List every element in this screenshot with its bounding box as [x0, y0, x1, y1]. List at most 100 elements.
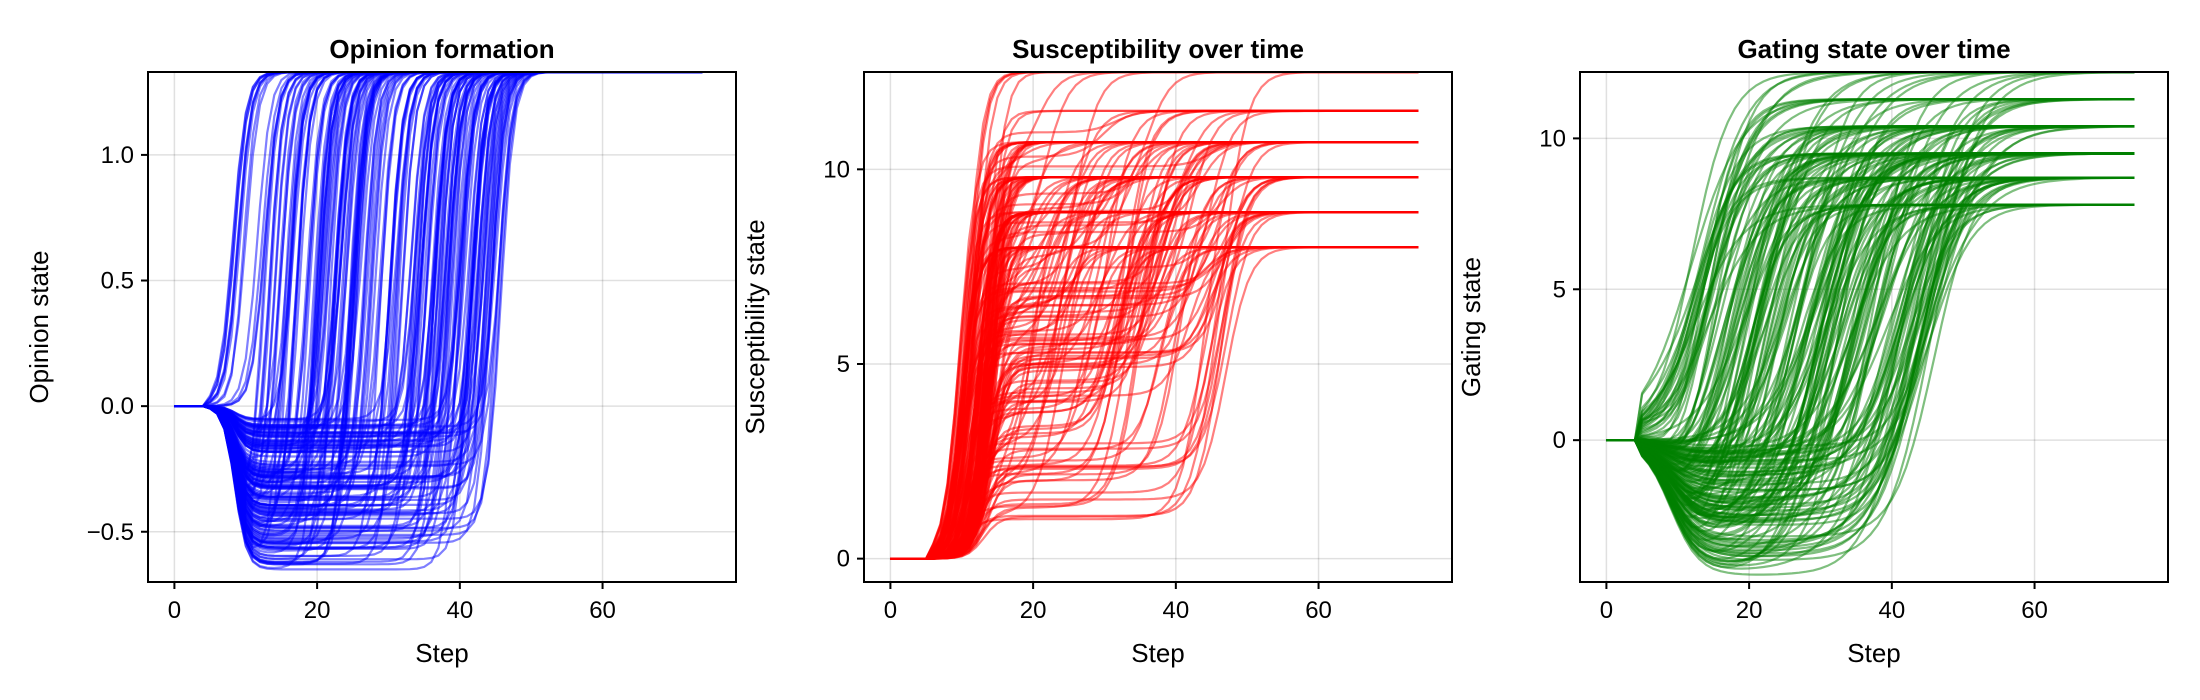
series-line [174, 72, 703, 438]
series-line [174, 72, 703, 450]
series-line [174, 72, 703, 477]
series-line [174, 72, 703, 485]
x-tick-label: 0 [884, 597, 897, 624]
series-line [174, 72, 703, 487]
series-line [1606, 125, 2135, 442]
chart-title: Opinion formation [329, 34, 554, 64]
series-line [174, 72, 703, 408]
x-tick-label: 20 [1020, 597, 1047, 624]
series-line [890, 72, 1419, 560]
x-tick-label: 40 [1162, 597, 1189, 624]
series-line [174, 72, 703, 408]
x-tick-label: 20 [1736, 597, 1763, 624]
y-tick-label: 0.0 [101, 393, 134, 420]
series-line [174, 72, 703, 458]
series-line [174, 72, 703, 545]
y-tick-label: 0 [1553, 427, 1566, 454]
series-line [174, 72, 703, 518]
series-line [174, 72, 703, 515]
series-line [1606, 125, 2135, 561]
chart-title: Susceptibility over time [1012, 34, 1304, 64]
x-axis-label: Step [1131, 638, 1185, 668]
series-line [174, 72, 703, 408]
series-line [174, 72, 703, 428]
series-line [174, 72, 703, 423]
x-axis-label: Step [1847, 638, 1901, 668]
chart-title: Gating state over time [1737, 34, 2010, 64]
series-line [174, 72, 703, 446]
x-tick-label: 60 [1305, 597, 1332, 624]
series-line [174, 72, 703, 547]
x-tick-label: 0 [1600, 597, 1613, 624]
series-line [174, 72, 703, 512]
series-line [174, 72, 703, 570]
y-tick-label: −0.5 [87, 519, 134, 546]
series-line [1606, 152, 2135, 553]
y-axis-label: Gating state [1456, 257, 1486, 397]
x-axis-label: Step [415, 638, 469, 668]
series-line [174, 72, 703, 442]
series-group [890, 72, 1419, 560]
series-line [174, 72, 703, 526]
x-tick-label: 40 [446, 597, 473, 624]
chart-panel-3: 0 20 40 60 0 5 10 Gating state over time Step Gat… [1456, 34, 2169, 668]
plot-frame [863, 71, 1453, 583]
series-line [1606, 176, 2135, 473]
series-line [174, 72, 703, 506]
series-line [174, 72, 703, 408]
x-tick-label: 60 [2021, 597, 2048, 624]
chart-panel-1: 0 20 40 60 −0.5 0.0 0.5 1.0 Opinion formation Ste… [24, 34, 737, 668]
series-line [1606, 203, 2135, 520]
series-line [174, 72, 703, 408]
series-line [174, 72, 703, 504]
series-line [174, 72, 703, 479]
series-line [174, 72, 703, 474]
y-tick-label: 5 [837, 351, 850, 378]
series-line [174, 72, 703, 498]
y-tick-label: 0 [837, 546, 850, 573]
series-line [890, 72, 1419, 560]
series-line [174, 72, 703, 481]
series-line [174, 72, 703, 484]
x-tick-label: 40 [1878, 597, 1905, 624]
series-line [174, 72, 703, 561]
series-line [174, 72, 703, 527]
series-group [1606, 72, 2135, 576]
series-line [890, 211, 1419, 560]
y-axis-label: Susceptibility state [740, 219, 770, 434]
series-line [174, 72, 703, 408]
series-line [174, 72, 703, 563]
series-line [174, 72, 703, 566]
series-line [174, 72, 703, 549]
series-line [174, 72, 703, 421]
series-line [890, 246, 1419, 560]
series-line [174, 72, 703, 522]
series-line [174, 72, 703, 529]
series-line [890, 72, 1419, 560]
series-line [174, 72, 703, 453]
series-line [174, 72, 703, 408]
series-line [174, 72, 703, 543]
series-line [174, 72, 703, 468]
series-line [174, 72, 703, 519]
chart-panel-2: 0 20 40 60 0 5 10 Susceptibility over time Step S… [740, 34, 1453, 668]
y-tick-label: 10 [823, 156, 850, 183]
series-line [174, 72, 703, 496]
series-line [174, 72, 703, 554]
series-line [174, 72, 703, 476]
series-line [174, 72, 703, 463]
series-line [174, 72, 703, 536]
series-line [174, 72, 703, 484]
series-line [174, 72, 703, 552]
series-line [174, 72, 703, 471]
series-line [174, 72, 703, 523]
x-tick-label: 20 [304, 597, 331, 624]
series-line [174, 72, 703, 501]
series-line [890, 141, 1419, 560]
x-tick-label: 0 [168, 597, 181, 624]
series-line [174, 72, 703, 421]
series-line [174, 72, 703, 494]
series-line [174, 72, 703, 510]
